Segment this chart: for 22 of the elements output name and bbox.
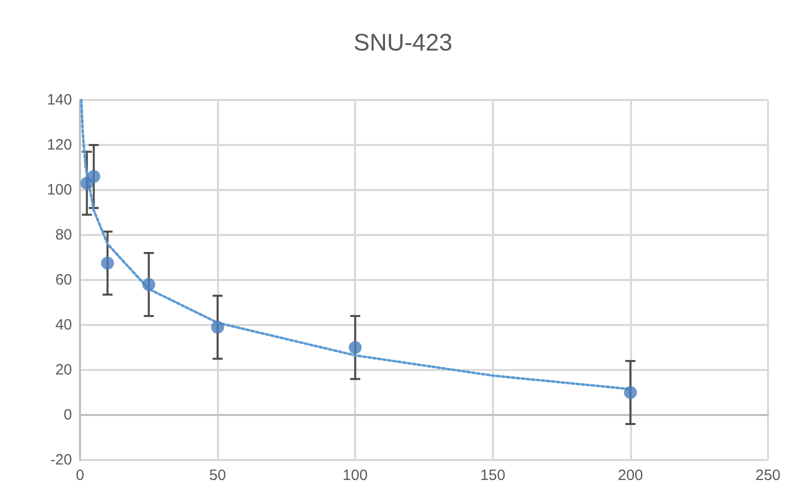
point [348, 341, 362, 354]
y-tick-label: 60 [55, 272, 72, 288]
y-tick-label: 100 [46, 182, 72, 198]
x-tick-label: 250 [755, 467, 781, 484]
y-tick-label: 40 [55, 316, 72, 334]
point [211, 320, 224, 334]
y-tick-label: 0 [64, 406, 72, 424]
point [87, 170, 100, 183]
chart-title: SNU-423 [354, 30, 452, 56]
y-tick-label: 140 [46, 92, 72, 108]
y-tick-label: 80 [55, 226, 72, 244]
x-tick-label: 200 [618, 467, 643, 484]
x-tick-label: 50 [209, 467, 226, 484]
y-tick-label: -20 [50, 452, 72, 468]
x-tick-label: 0 [76, 467, 84, 484]
y-tick-label: 20 [55, 362, 72, 378]
point [142, 278, 156, 291]
y-tick-label: 120 [46, 136, 72, 154]
point [624, 386, 637, 399]
x-tick-label: 100 [342, 467, 368, 484]
point [101, 256, 114, 270]
x-tick-label: 150 [480, 467, 506, 484]
